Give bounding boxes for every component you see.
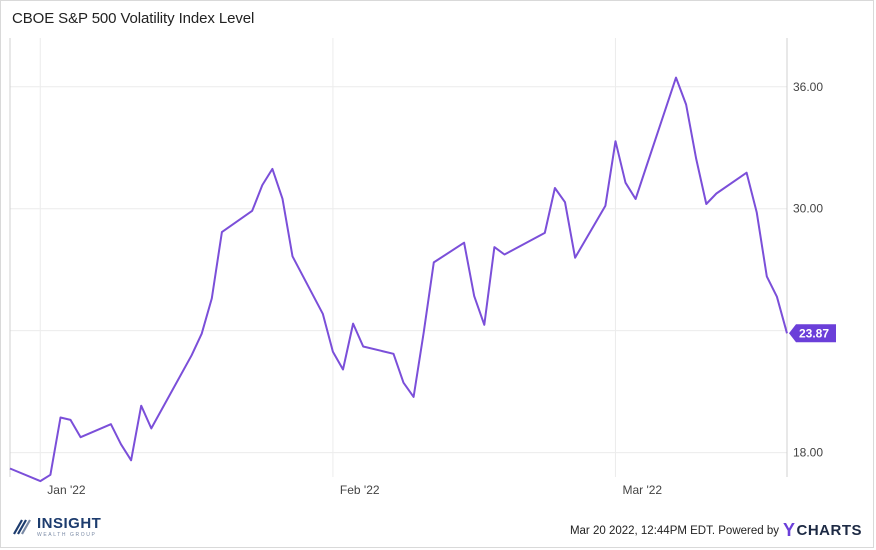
insight-logo: INSIGHT WEALTH GROUP	[12, 516, 101, 538]
data-point[interactable]	[774, 294, 779, 299]
data-point[interactable]	[623, 180, 628, 185]
data-point[interactable]	[482, 322, 487, 327]
x-tick-label: Mar '22	[622, 483, 662, 497]
data-point[interactable]	[684, 102, 689, 107]
data-point[interactable]	[472, 294, 477, 299]
y-tick-label: 36.00	[793, 80, 823, 94]
data-point[interactable]	[714, 191, 719, 196]
data-point[interactable]	[431, 260, 436, 265]
data-point[interactable]	[341, 367, 346, 372]
data-point[interactable]	[613, 139, 618, 144]
last-value-label: 23.87	[799, 326, 829, 340]
data-point[interactable]	[573, 255, 578, 260]
data-point[interactable]	[189, 353, 194, 358]
x-tick-label: Jan '22	[47, 483, 86, 497]
data-point[interactable]	[401, 380, 406, 385]
y-tick-label: 18.00	[793, 446, 823, 460]
data-point[interactable]	[391, 351, 396, 356]
data-point[interactable]	[58, 415, 63, 420]
data-point[interactable]	[492, 245, 497, 250]
last-value-badge	[789, 324, 836, 343]
data-point[interactable]	[8, 466, 13, 471]
logo-name: INSIGHT	[37, 515, 102, 532]
data-point[interactable]	[633, 197, 638, 202]
data-point[interactable]	[674, 75, 679, 80]
ycharts-rest: CHARTS	[796, 522, 862, 539]
data-point[interactable]	[361, 344, 366, 349]
data-point[interactable]	[119, 442, 124, 447]
data-point[interactable]	[199, 331, 204, 336]
data-point[interactable]	[290, 254, 295, 259]
data-point[interactable]	[68, 417, 73, 422]
ycharts-brand[interactable]: Y CHARTS	[783, 520, 862, 541]
last-value-layer: 23.87	[789, 324, 836, 343]
data-point[interactable]	[421, 330, 426, 335]
footer-timestamp: Mar 20 2022, 12:44PM EDT. Powered by	[569, 524, 779, 537]
footer: Mar 20 2022, 12:44PM EDT. Powered by Y C…	[570, 520, 862, 541]
data-point[interactable]	[129, 458, 134, 463]
ycharts-y: Y	[782, 520, 796, 540]
data-point[interactable]	[219, 230, 224, 235]
data-point[interactable]	[542, 230, 547, 235]
data-point[interactable]	[643, 166, 648, 171]
data-point[interactable]	[139, 403, 144, 408]
data-point[interactable]	[785, 331, 790, 336]
data-point[interactable]	[260, 183, 265, 188]
data-point[interactable]	[48, 472, 53, 477]
data-point[interactable]	[502, 252, 507, 257]
x-tick-label: Feb '22	[340, 483, 380, 497]
data-point[interactable]	[411, 394, 416, 399]
data-point[interactable]	[280, 196, 285, 201]
stripes-icon	[13, 519, 31, 535]
y-tick-label: 30.00	[793, 202, 823, 216]
data-point[interactable]	[320, 311, 325, 316]
data-point[interactable]	[108, 422, 113, 427]
data-point[interactable]	[209, 296, 214, 301]
x-axis-ticks: Jan '22 Feb '22 Mar '22	[47, 483, 662, 497]
data-point[interactable]	[351, 321, 356, 326]
logo-tagline: WEALTH GROUP	[37, 532, 97, 538]
data-point[interactable]	[754, 210, 759, 215]
data-point[interactable]	[38, 479, 43, 484]
data-point[interactable]	[603, 203, 608, 208]
data-point[interactable]	[462, 240, 467, 245]
data-point[interactable]	[744, 170, 749, 175]
data-point[interactable]	[330, 349, 335, 354]
data-point[interactable]	[78, 435, 83, 440]
series-line	[9, 76, 788, 483]
data-point[interactable]	[250, 208, 255, 213]
data-point[interactable]	[270, 166, 275, 171]
data-point[interactable]	[694, 156, 699, 161]
series-layer	[8, 75, 790, 484]
chart-title: CBOE S&P 500 Volatility Index Level	[12, 10, 255, 27]
data-point[interactable]	[764, 274, 769, 279]
data-point[interactable]	[704, 202, 709, 207]
data-point[interactable]	[149, 426, 154, 431]
grid-layer	[9, 38, 788, 477]
data-point[interactable]	[563, 200, 568, 205]
data-point[interactable]	[552, 186, 557, 191]
